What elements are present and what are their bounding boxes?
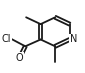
Text: Cl: Cl	[1, 34, 11, 44]
Text: N: N	[70, 34, 77, 44]
Text: O: O	[15, 53, 23, 63]
